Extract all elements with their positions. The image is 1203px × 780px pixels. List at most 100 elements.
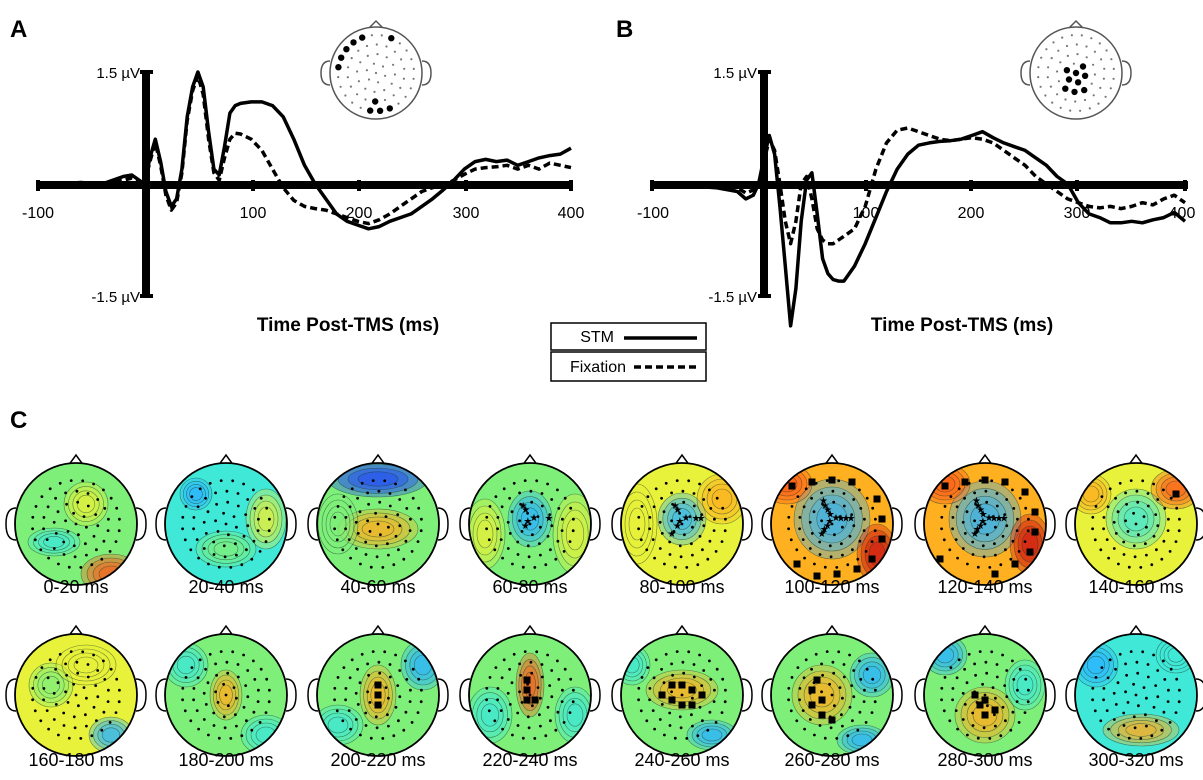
electrode <box>1065 44 1069 48</box>
legend: STM Fixation <box>550 322 707 382</box>
electrode <box>981 511 984 515</box>
electrode <box>1124 662 1127 666</box>
topographic-maps: 0-20 ms 20-40 ms 40-60 ms★★★★★★60-80 ms★★★… <box>5 453 1203 770</box>
electrode <box>95 548 98 552</box>
electrode <box>652 676 656 680</box>
electrode <box>1099 86 1102 89</box>
head-ear <box>761 507 773 541</box>
electrode <box>673 565 677 569</box>
electrode <box>518 662 521 666</box>
electrode <box>84 542 87 546</box>
electrode <box>572 688 575 692</box>
electrode <box>802 676 806 680</box>
electrode <box>858 488 861 492</box>
significance-square <box>878 535 886 543</box>
electrode <box>374 715 378 719</box>
electrode <box>39 548 43 552</box>
significance-square <box>668 696 676 704</box>
electrode <box>804 487 808 491</box>
electrode <box>820 491 823 495</box>
electrode <box>652 505 656 509</box>
topo-contour <box>68 486 104 522</box>
electrode <box>963 496 966 500</box>
electrode <box>384 686 388 689</box>
topo-time-label: 180-200 ms <box>178 750 273 770</box>
electrode <box>974 502 977 506</box>
electrode <box>388 492 392 495</box>
electrode <box>250 557 254 561</box>
electrode <box>380 34 383 37</box>
topo-contour <box>566 703 584 727</box>
electrode <box>264 540 268 543</box>
head-ear <box>891 507 903 541</box>
electrode <box>1152 482 1155 486</box>
significance-square <box>678 681 686 689</box>
electrode <box>417 506 421 510</box>
selected-electrode <box>1081 72 1089 79</box>
electrode <box>502 658 506 662</box>
electrode <box>409 517 412 521</box>
electrode <box>72 682 75 686</box>
selected-electrode <box>1079 63 1087 70</box>
electrode <box>1132 544 1136 548</box>
electrode <box>374 544 378 548</box>
electrode <box>810 667 813 671</box>
electrode <box>1107 556 1110 560</box>
electrode <box>403 67 406 70</box>
electrode <box>256 529 260 532</box>
electrode <box>1144 713 1147 717</box>
electrode <box>195 709 199 712</box>
electrode <box>388 663 392 666</box>
head-outline <box>14 462 138 586</box>
electrode <box>1099 719 1103 723</box>
electrode <box>519 673 522 677</box>
electrode <box>949 666 953 669</box>
electrode <box>357 49 360 52</box>
electrode <box>1051 101 1054 104</box>
electrode <box>961 718 965 721</box>
electrode <box>96 669 100 672</box>
electrode <box>569 677 573 681</box>
electrode <box>367 78 371 81</box>
electrode <box>1167 688 1170 692</box>
electrode <box>115 506 119 510</box>
significance-square <box>941 482 949 490</box>
electrode-dots <box>1037 34 1115 112</box>
electrode <box>256 700 260 703</box>
electrode <box>397 719 400 723</box>
head-ear <box>741 678 753 712</box>
electrode <box>94 684 98 687</box>
electrode <box>204 496 208 500</box>
topo-time-label: 140-160 ms <box>1088 577 1183 597</box>
electrode <box>852 524 856 528</box>
significance-square <box>991 570 999 578</box>
electrode <box>384 74 387 77</box>
selected-electrode <box>1081 86 1088 94</box>
topo-contour <box>667 503 697 535</box>
electrode <box>702 669 706 672</box>
electrode <box>252 488 255 492</box>
electrode <box>680 522 684 526</box>
electrode <box>571 529 575 533</box>
topo-contour <box>72 490 100 518</box>
electrode <box>216 701 220 704</box>
electrode <box>572 517 575 521</box>
head-ear <box>611 507 623 541</box>
electrode <box>948 719 952 723</box>
electrode <box>533 737 537 740</box>
electrode <box>375 726 379 730</box>
electrode <box>859 678 863 681</box>
electrode <box>848 653 851 657</box>
electrode <box>417 677 421 681</box>
electrode <box>858 539 862 543</box>
head-outline <box>14 633 138 757</box>
electrode <box>1118 481 1122 485</box>
topo-contour <box>521 665 539 705</box>
topo-time-label: 240-260 ms <box>634 750 729 770</box>
electrode <box>518 690 521 694</box>
electrode <box>202 718 206 721</box>
electrode <box>670 690 673 694</box>
electrode <box>348 505 352 509</box>
topo-contour <box>321 499 355 549</box>
electrode <box>242 534 246 538</box>
